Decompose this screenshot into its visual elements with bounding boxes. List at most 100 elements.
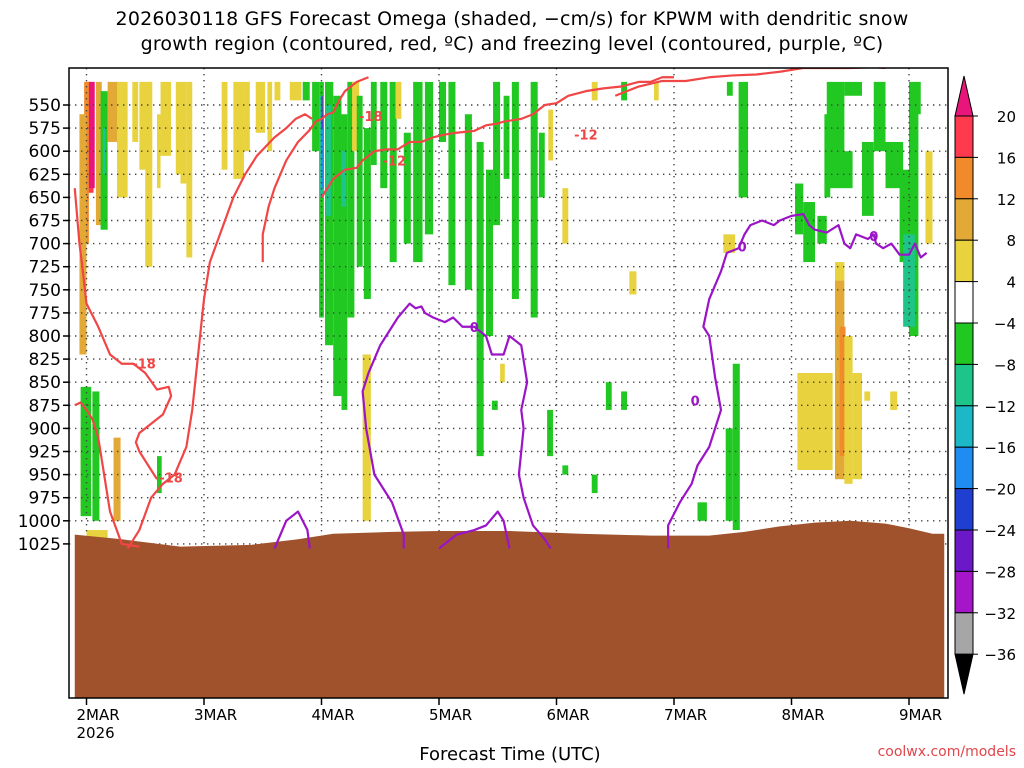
- omega-cell-yellow: [500, 363, 505, 383]
- omega-cell-green: [312, 81, 320, 152]
- colorbar-swatch: [954, 570, 974, 614]
- omega-cell-green: [530, 81, 538, 318]
- plot-frame: [68, 67, 949, 699]
- omega-cell-purple: [321, 95, 323, 129]
- y-tick-label: 1000: [18, 512, 61, 532]
- omega-cell-green: [370, 81, 377, 166]
- omega-cell-yellow: [160, 81, 172, 156]
- omega-cell-gold: [113, 437, 121, 521]
- omega-cell-green: [347, 81, 355, 318]
- omega-cell-green: [424, 81, 434, 235]
- colorbar-swatch: [954, 115, 974, 158]
- y-tick-label: 700: [29, 235, 61, 255]
- contour-label: 0: [691, 395, 700, 410]
- omega-cell-yellow: [562, 188, 569, 244]
- contour-label: 0: [869, 230, 878, 245]
- omega-cell-green: [826, 81, 845, 170]
- colorbar: 20 16 12 8 4 −4 −8 −12 −16 −20 −24 −28 −32 −36: [954, 75, 1016, 695]
- omega-cell-teal: [341, 151, 347, 207]
- y-tick-label: 775: [29, 304, 61, 324]
- contour-labels: -12 -12 -18 -18 -18 0 0 0 0: [132, 110, 878, 486]
- omega-cell-green: [413, 81, 423, 263]
- omega-cell-yellow: [852, 372, 862, 480]
- y-tick-label: 625: [29, 165, 61, 185]
- y-tick-label: 1025: [18, 535, 61, 555]
- colorbar-bottom-arrow: [954, 653, 974, 695]
- terrain: [74, 520, 945, 698]
- dgz-contour-0: [320, 76, 674, 198]
- omega-cell-green: [621, 391, 627, 410]
- freezing-level-contour-2: [273, 510, 311, 549]
- omega-cell-yellow: [797, 372, 833, 470]
- colorbar-label: −4: [994, 315, 1016, 333]
- chart-title-line-1: 2026030118 GFS Forecast Omega (shaded, −…: [115, 8, 909, 30]
- contour-label: 0: [470, 321, 479, 336]
- omega-cell-green: [605, 382, 612, 410]
- omega-cell-magenta: [88, 81, 95, 189]
- omega-cell-teal: [326, 105, 331, 216]
- omega-cell-green: [439, 81, 447, 142]
- colorbar-label: −36: [984, 646, 1016, 664]
- omega-cell-green: [403, 132, 411, 244]
- chart-title-line-2: growth region (contoured, red, ºC) and f…: [140, 33, 884, 55]
- y-tick-label: 850: [29, 373, 61, 393]
- omega-cell-green: [363, 128, 371, 300]
- contour-label: -18: [159, 471, 183, 486]
- omega-cell-green: [486, 169, 494, 336]
- colorbar-swatch: [954, 529, 974, 572]
- x-tick-label: 6MAR: [547, 706, 590, 724]
- omega-cell-yellow: [274, 81, 281, 101]
- colorbar-swatch: [954, 488, 974, 531]
- colorbar-label: −20: [984, 481, 1016, 499]
- contours: [73, 68, 928, 550]
- omega-cell-green: [803, 202, 815, 263]
- y-tick-label: 975: [29, 489, 61, 509]
- colorbar-label: −24: [984, 522, 1016, 540]
- omega-cell-yellow: [117, 81, 128, 198]
- omega-cell-yellow: [548, 109, 553, 161]
- omega-cell-green: [726, 81, 733, 96]
- omega-cell-green: [795, 183, 804, 235]
- colorbar-label: 20: [997, 108, 1016, 126]
- credit-text[interactable]: coolwx.com/models: [877, 744, 1016, 760]
- omega-cell-green: [341, 114, 348, 410]
- omega-cell-yellow: [157, 114, 161, 189]
- omega-cell-green: [862, 141, 874, 216]
- omega-cell-yellow: [834, 262, 845, 281]
- colorbar-swatch: [954, 239, 974, 283]
- terrain-fill: [74, 520, 945, 698]
- y-tick-label: 675: [29, 212, 61, 232]
- x-axis-title: Forecast Time (UTC): [419, 744, 601, 765]
- omega-cell-green: [885, 141, 904, 189]
- omega-cell-green: [844, 81, 862, 96]
- omega-cell-gold: [95, 81, 102, 226]
- omega-cell-yellow: [221, 81, 228, 170]
- colorbar-swatch: [954, 446, 974, 490]
- omega-cell-green: [591, 474, 598, 494]
- colorbar-swatch: [954, 156, 974, 200]
- dgz-contour-4: [126, 113, 313, 550]
- dgz-contour-5: [74, 401, 140, 548]
- freezing-level-contour-0: [361, 302, 552, 550]
- y-tick-label: 600: [29, 142, 61, 162]
- x-tick-label: 8MAR: [782, 706, 825, 724]
- colorbar-label: −28: [984, 563, 1016, 581]
- omega-cell-teal: [102, 128, 106, 175]
- omega-cell-green: [503, 95, 510, 179]
- y-tick-label: 650: [29, 188, 61, 208]
- x-tick-label: 5MAR: [429, 706, 472, 724]
- colorbar-swatch: [954, 281, 974, 324]
- contour-label: -18: [132, 358, 156, 373]
- omega-cell-yellow: [255, 81, 266, 133]
- omega-cell-green: [80, 386, 92, 517]
- x-tick-label: 2MAR: [77, 706, 120, 724]
- freezing-level-contour-1: [438, 510, 511, 550]
- omega-cell-yellow: [233, 81, 244, 179]
- omega-cell-green: [538, 132, 545, 198]
- omega-cell-yellow: [289, 81, 302, 101]
- omega-cell-yellow: [186, 81, 193, 258]
- omega-cell-green: [302, 81, 310, 101]
- colorbar-swatch: [954, 322, 974, 365]
- omega-cell-green: [914, 81, 921, 115]
